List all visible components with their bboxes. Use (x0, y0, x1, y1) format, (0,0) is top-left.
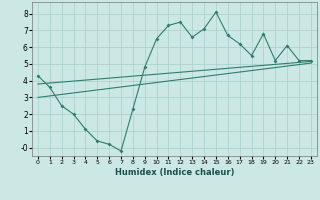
X-axis label: Humidex (Indice chaleur): Humidex (Indice chaleur) (115, 168, 234, 177)
